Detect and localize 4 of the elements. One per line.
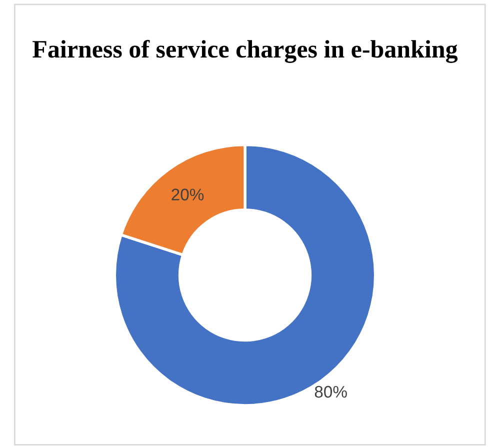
chart-title: Fairness of service charges in e-banking xyxy=(32,40,458,63)
donut-slice xyxy=(113,143,377,407)
data-label: 20% xyxy=(172,188,204,200)
data-label: 80% xyxy=(314,386,347,398)
